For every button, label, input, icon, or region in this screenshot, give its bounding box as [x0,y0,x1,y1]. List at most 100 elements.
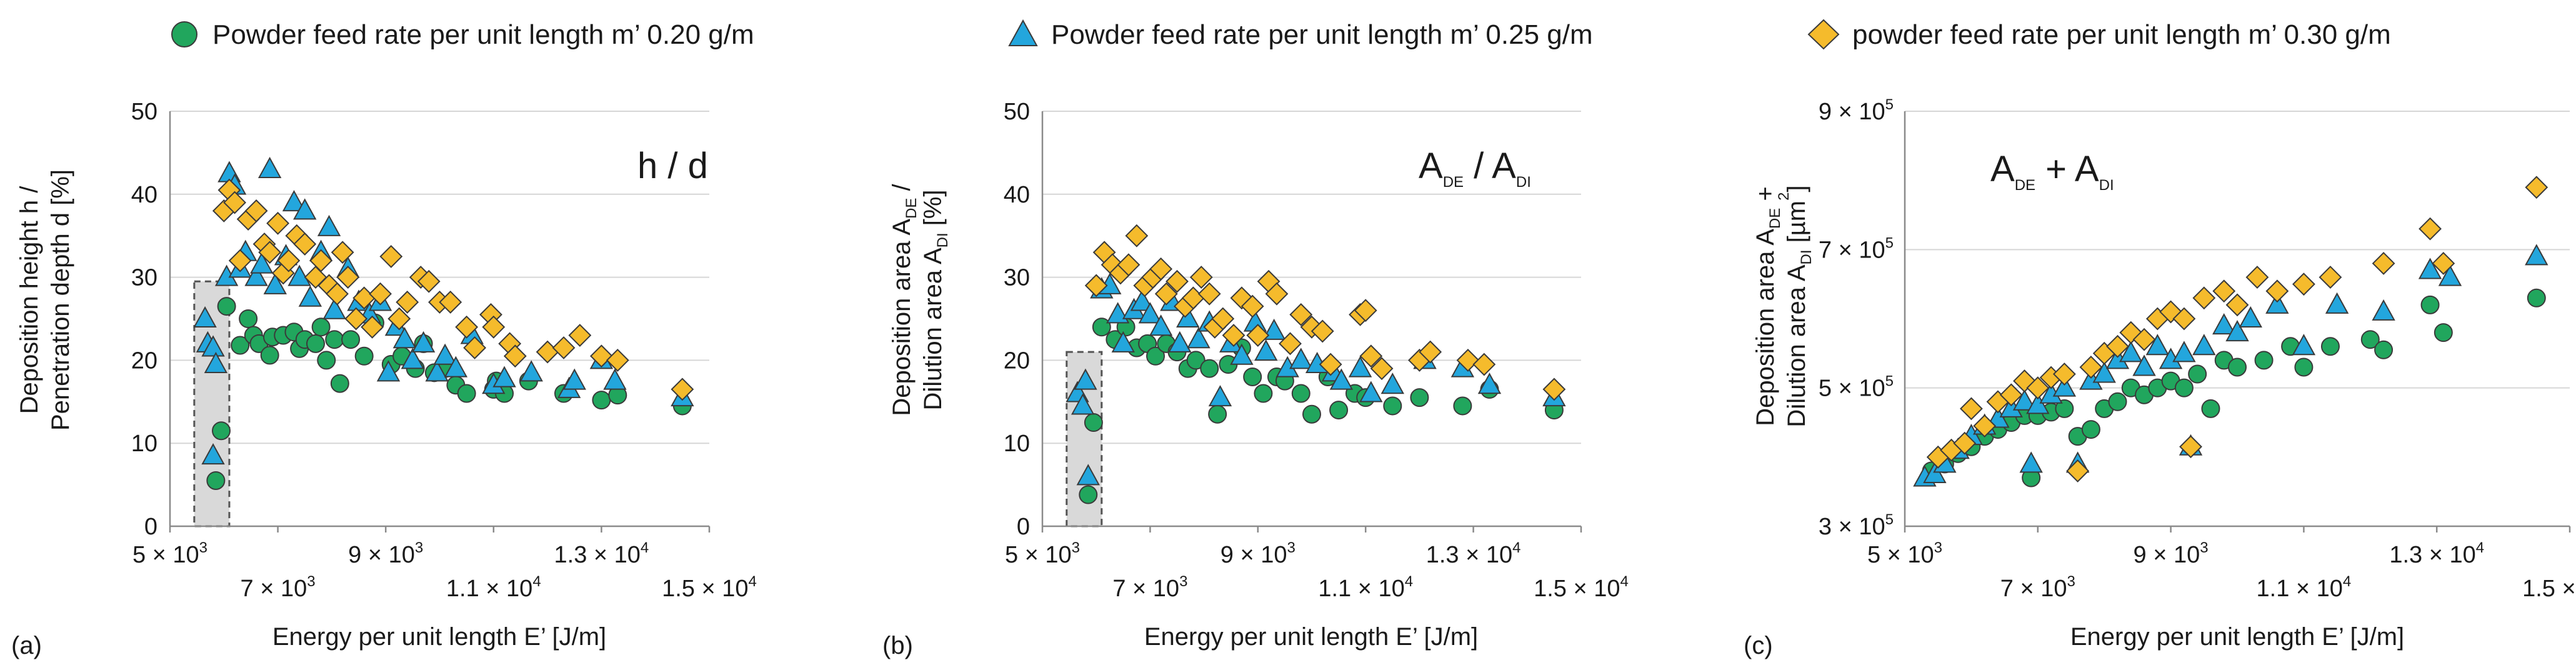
y-tick-label: 0 [1017,514,1030,540]
point-triangle [376,360,401,382]
point-diamond [1359,344,1383,368]
x-tick-label: 7 × 103 [2000,573,2075,602]
point-circle [457,384,476,403]
x-tick-label-exponent: 4 [1512,539,1520,556]
y-title1-sub: DE [1767,208,1784,229]
y-tick-label: 30 [131,265,157,291]
point-diamond [361,315,384,339]
axes [169,111,711,532]
point-triangle [1477,372,1502,394]
x-tick-label-exponent: 3 [415,539,423,556]
point-circle [2320,337,2340,356]
point-diamond [1222,324,1246,347]
point-triangle [2172,341,2196,362]
legend-marker-triangle [1008,19,1038,46]
legend-item-020: Powder feed rate per unit length m’ 0.20… [171,19,754,50]
point-diamond [1265,282,1289,306]
point-triangle [1329,368,1354,390]
x-tick-label: 1.5 × 104 [1534,573,1629,602]
point-diamond [2052,362,2076,386]
point-circle [2294,358,2314,377]
point-diamond [228,249,252,272]
point-triangle [1230,343,1254,365]
point-circle [1146,346,1166,366]
annotation-sub1: DE [1443,174,1464,191]
point-diamond [2319,266,2342,289]
point-circle [1329,401,1349,420]
point-circle [2434,323,2453,342]
legend-label-025: Powder feed rate per unit length m’ 0.25… [1051,19,1593,50]
y-tick-label-mantissa: 9 × 10 [1819,99,1885,125]
y-tick-label: 7 × 105 [1819,234,1894,263]
y-tick-label: 20 [1004,348,1030,374]
point-diamond [1419,340,1442,364]
legend-item-030: powder feed rate per unit length m’ 0.30… [1807,19,2391,50]
point-triangle [1076,464,1100,486]
x-tick-label: 1.3 × 104 [1426,539,1521,568]
annotation-a: A [1419,146,1443,186]
y-tick-labels: 0 10 20 30 40 50 [131,99,157,540]
panel-label: (a) [11,632,42,659]
point-diamond [1279,332,1302,356]
y-axis-title-line1: Deposition area ADE / [888,183,920,416]
point-triangle [201,443,225,465]
x-tick-label: 7 × 103 [241,573,316,602]
point-diamond [589,344,613,368]
point-diamond [1197,282,1221,306]
point-diamond [482,315,506,339]
point-diamond [2079,356,2103,379]
x-tick-label-exponent: 3 [2200,539,2208,556]
y-axis-title-line2: Dilution area ADI [µm2] [1775,185,1815,427]
point-triangle [1106,302,1130,324]
point-triangle [1176,306,1200,328]
point-circle [1208,404,1227,424]
point-circle [1079,485,1098,504]
point-diamond [2265,279,2289,303]
point-circle [1186,351,1206,370]
x-tick-label-exponent: 4 [1620,573,1629,590]
y-tick-label: 30 [1004,265,1030,291]
point-triangle [2239,306,2262,328]
y-title1-text: Deposition area A [1752,229,1779,426]
point-diamond [2419,217,2442,241]
point-circle [2420,295,2440,314]
x-tick-label: 9 × 103 [2134,539,2209,568]
y-title1-sub: DE [903,198,920,219]
point-triangle [2132,354,2156,376]
point-triangle [1138,302,1162,324]
point-triangle [1289,348,1313,369]
y-axis-title-line1: Deposition area ADE + [1752,186,1784,426]
point-triangle [1074,368,1097,390]
point-diamond [2212,279,2236,303]
point-diamond [2292,272,2315,296]
point-circle [1302,404,1321,424]
point-triangle [1208,385,1232,407]
point-triangle [287,264,311,286]
point-diamond [326,282,349,306]
x-tick-label-mantissa: 7 × 10 [241,576,307,602]
point-diamond [671,378,694,401]
point-diamond [2372,252,2395,275]
point-diamond [2172,307,2196,331]
x-tick-label: 1.3 × 104 [554,539,649,568]
x-tick-label: 1.1 × 104 [446,573,541,602]
point-circle [1291,384,1310,403]
point-triangle [492,366,516,388]
x-tick-label-mantissa: 5 × 10 [1005,542,1072,568]
x-tick-label-mantissa: 1.5 × 10 [2522,576,2576,602]
point-diamond [1189,266,1213,289]
point-triangle [519,360,543,382]
point-triangle [411,331,436,352]
point-circle [2254,351,2274,370]
point-diamond [1289,302,1313,326]
point-triangle [1262,318,1286,340]
x-tick-label-mantissa: 1.1 × 10 [446,576,532,602]
point-circle [2201,399,2220,418]
x-tick-label-exponent: 3 [1287,539,1295,556]
point-triangle [282,190,306,212]
y-axis-title-line2: Penetration depth d [%] [47,169,74,431]
point-triangle [2438,264,2462,286]
point-triangle [2212,312,2236,335]
point-diamond [1149,257,1173,281]
y-tick-label-mantissa: 7 × 10 [1819,237,1885,263]
